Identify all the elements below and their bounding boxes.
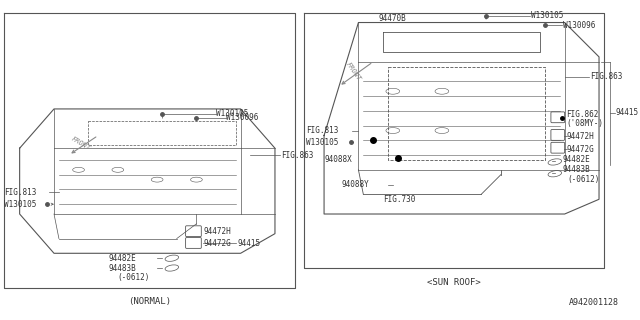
Text: 94415: 94415 — [237, 239, 260, 248]
Text: FIG.863: FIG.863 — [281, 151, 313, 160]
Text: 94472H: 94472H — [566, 132, 595, 141]
Text: W130096: W130096 — [563, 21, 595, 30]
Text: 94483B: 94483B — [108, 264, 136, 273]
Text: 94472H: 94472H — [204, 227, 231, 236]
Text: W130105: W130105 — [216, 109, 248, 118]
Text: 94483B: 94483B — [563, 165, 591, 174]
Text: 94088Y: 94088Y — [342, 180, 369, 189]
Text: (NORMAL): (NORMAL) — [128, 298, 171, 307]
Text: W130105: W130105 — [531, 11, 564, 20]
Text: FIG.813: FIG.813 — [4, 188, 36, 197]
Text: FIG.862: FIG.862 — [566, 110, 599, 119]
Text: 94088X: 94088X — [324, 156, 352, 164]
Text: 94482E: 94482E — [108, 254, 136, 263]
Text: 94472G: 94472G — [566, 145, 595, 154]
Text: FIG.813: FIG.813 — [307, 126, 339, 135]
Text: FRONT: FRONT — [345, 61, 362, 82]
Text: W130105: W130105 — [307, 138, 339, 147]
Text: <SUN ROOF>: <SUN ROOF> — [427, 278, 481, 287]
Text: W130105: W130105 — [4, 200, 36, 209]
Text: W130096: W130096 — [226, 113, 258, 122]
Text: FRONT: FRONT — [70, 135, 92, 151]
Text: 94470B: 94470B — [378, 14, 406, 23]
Text: (-0612): (-0612) — [568, 175, 600, 184]
Text: 94415: 94415 — [616, 108, 639, 117]
Text: A942001128: A942001128 — [569, 298, 619, 307]
Text: (-0612): (-0612) — [118, 273, 150, 282]
Text: FIG.863: FIG.863 — [590, 72, 623, 81]
Text: ('08MY-): ('08MY-) — [566, 119, 604, 128]
Text: 94472G: 94472G — [204, 239, 231, 248]
Text: 94482E: 94482E — [563, 155, 591, 164]
Text: FIG.730: FIG.730 — [383, 195, 415, 204]
